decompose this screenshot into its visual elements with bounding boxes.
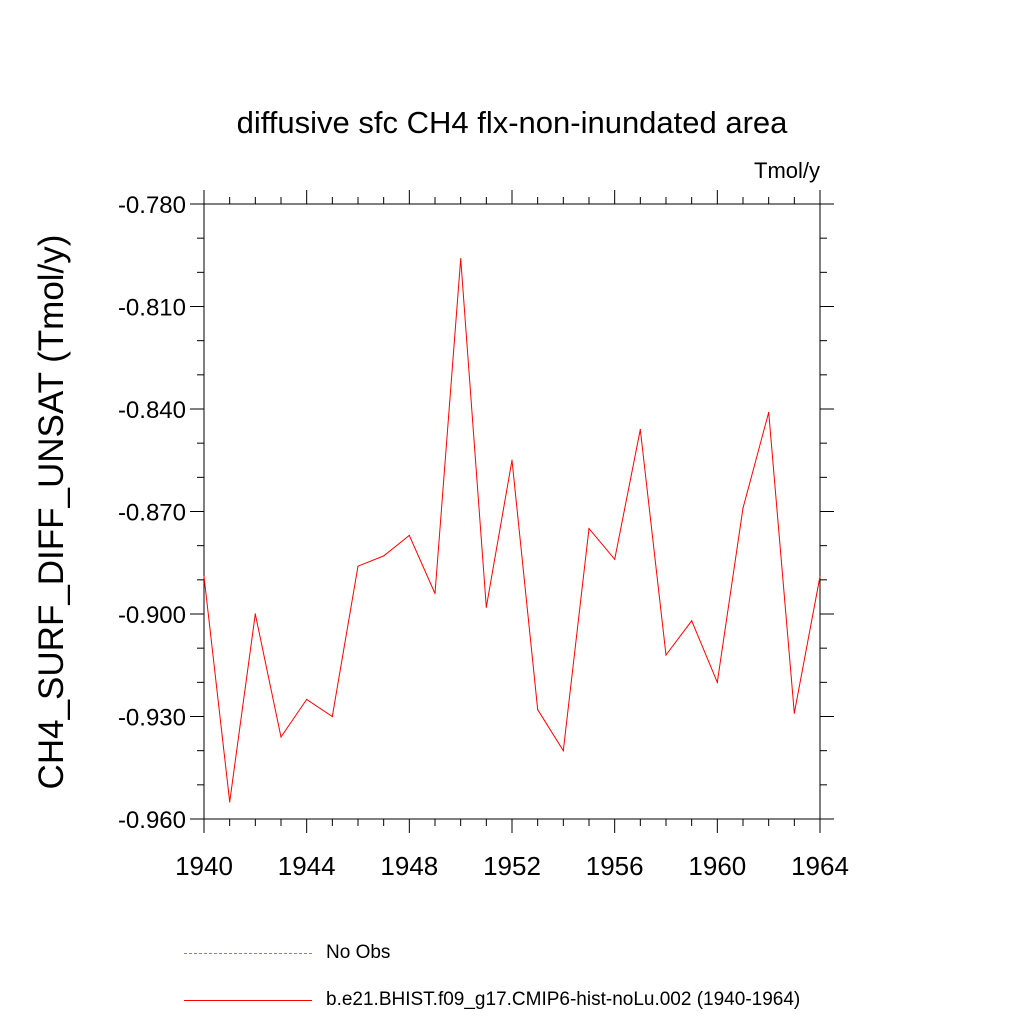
series-point (306, 698, 308, 701)
series-point (639, 428, 641, 431)
x-tick-label: 1952 (483, 851, 541, 881)
series-point (229, 801, 231, 803)
series-point (331, 715, 333, 718)
series-lines (203, 258, 821, 803)
series-point (511, 459, 513, 461)
legend-item-model-run: b.e21.BHIST.f09_g17.CMIP6-hist-noLu.002 … (184, 985, 800, 1015)
series-point (408, 534, 410, 537)
series-point (434, 592, 436, 595)
legend-swatch-model-run (184, 999, 312, 1001)
series-point (691, 620, 693, 622)
x-tick-label: 1960 (688, 851, 746, 881)
series-point (485, 606, 487, 608)
series-point (537, 709, 539, 711)
y-tick-label: -0.960 (118, 807, 186, 834)
legend-item-no-obs: No Obs (184, 938, 390, 968)
series-point (588, 527, 590, 530)
axis-tick-labels: 1940 1944 1948 1952 1956 1960 1964 -0.960 -0.930… (118, 192, 849, 881)
legend-label-no-obs: No Obs (326, 942, 391, 963)
series-line (203, 258, 821, 802)
x-tick-label: 1964 (791, 851, 849, 881)
legend-label-model-run: b.e21.BHIST.f09_g17.CMIP6-hist-noLu.002 … (326, 989, 801, 1010)
y-tick-label: -0.780 (118, 192, 186, 219)
y-tick-label: -0.840 (118, 397, 186, 424)
legend-swatch-no-obs (184, 952, 312, 954)
plot-frame (203, 203, 821, 820)
series-point (203, 575, 205, 578)
y-axis-label: CH4_SURF_DIFF_UNSAT (Tmol/y) (32, 234, 71, 790)
x-tick-label: 1956 (586, 851, 644, 881)
chart-title: diffusive sfc CH4 flx-non-inundated area (236, 105, 788, 140)
y-tick-label: -0.810 (118, 295, 186, 322)
series-point (793, 712, 795, 714)
series-point (254, 613, 256, 615)
series-point (614, 558, 616, 560)
series-point (819, 575, 821, 578)
y-tick-label: -0.900 (118, 602, 186, 629)
units-label: Tmol/y (754, 158, 820, 183)
x-tick-label: 1948 (380, 851, 438, 881)
series-point (280, 736, 282, 738)
x-tick-label: 1944 (278, 851, 336, 881)
series-point (357, 565, 359, 567)
series-point (383, 555, 385, 557)
series-point (768, 411, 770, 414)
series-point (460, 258, 462, 260)
y-tick-label: -0.930 (118, 705, 186, 732)
x-tick-label: 1940 (175, 851, 233, 881)
series-point (716, 681, 718, 683)
series-point (562, 750, 564, 752)
axis-ticks (190, 190, 834, 833)
series-point (742, 507, 744, 509)
y-tick-label: -0.870 (118, 500, 186, 527)
series-point (665, 654, 667, 656)
